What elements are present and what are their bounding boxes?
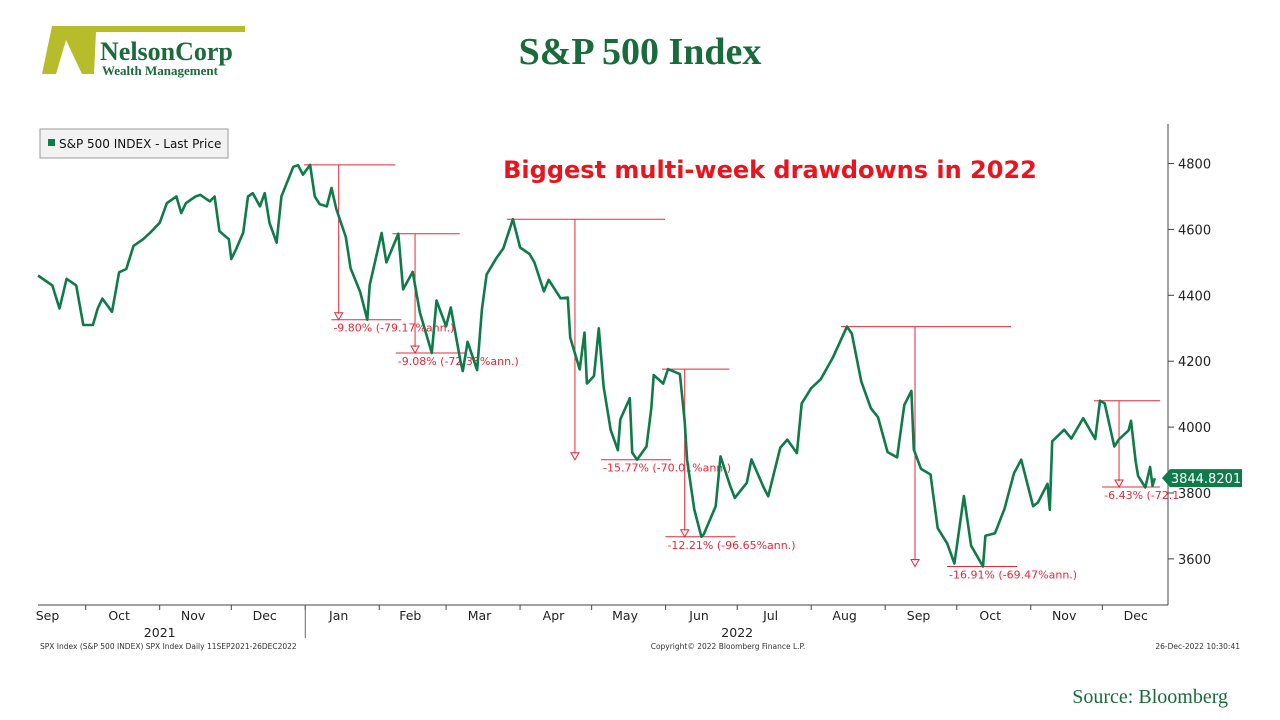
y-tick-label: 3800 bbox=[1178, 487, 1211, 502]
annotation-title: Biggest multi-week drawdowns in 2022 bbox=[503, 156, 1037, 184]
price-series bbox=[37, 163, 1157, 568]
legend: S&P 500 INDEX - Last Price bbox=[39, 128, 229, 159]
x-tick-label: Aug bbox=[832, 608, 856, 623]
legend-box bbox=[39, 128, 229, 159]
y-tick-label: 4000 bbox=[1178, 421, 1211, 436]
drawdown-arrow-head bbox=[410, 345, 420, 354]
x-tick-label: Apr bbox=[543, 608, 565, 623]
source-note: Source: Bloomberg bbox=[1072, 686, 1228, 708]
last-value-box bbox=[1162, 469, 1242, 488]
drawdown-label: -16.91% (-69.47%ann.) bbox=[949, 568, 1077, 581]
legend-label: S&P 500 INDEX - Last Price bbox=[59, 137, 221, 151]
drawdown-label: -9.08% (-72.38%ann.) bbox=[398, 355, 519, 368]
footer-right: 26-Dec-2022 10:30:41 bbox=[1155, 642, 1240, 651]
drawdown-label: -15.77% (-70.01%ann.) bbox=[603, 462, 731, 475]
x-tick-label: Jan bbox=[328, 608, 348, 623]
drawdown-label: -6.43% (-72.1 bbox=[1104, 489, 1179, 502]
drawdown-arrow-head bbox=[1114, 479, 1124, 489]
x-tick-label: Mar bbox=[468, 608, 492, 623]
page-title: S&P 500 Index bbox=[518, 31, 762, 73]
x-tick-label: Dec bbox=[1124, 608, 1148, 623]
x-tick-label: Jun bbox=[688, 608, 709, 623]
sp500-price-line bbox=[37, 163, 1157, 568]
x-tick-label: May bbox=[612, 608, 638, 623]
x-tick-label: Sep bbox=[907, 608, 931, 623]
y-tick-label: 4600 bbox=[1178, 223, 1211, 238]
legend-swatch bbox=[48, 139, 55, 146]
x-tick-label: Oct bbox=[108, 608, 130, 623]
footer-left: SPX Index (S&P 500 INDEX) SPX Index Dail… bbox=[40, 642, 297, 651]
footer-center: Copyright© 2022 Bloomberg Finance L.P. bbox=[651, 642, 806, 651]
x-tick-label: Feb bbox=[399, 608, 421, 623]
y-tick-label: 4400 bbox=[1178, 289, 1211, 304]
last-value-label: 3844.8201 bbox=[1171, 472, 1241, 487]
logo-subtitle: Wealth Management bbox=[102, 63, 219, 78]
x-tick-label: Nov bbox=[1052, 608, 1077, 623]
logo-name: NelsonCorp bbox=[100, 37, 233, 66]
logo-n-mark bbox=[42, 26, 245, 74]
drawdown-arrow-head bbox=[679, 529, 690, 538]
drawdown-label: -12.21% (-96.65%ann.) bbox=[667, 539, 795, 552]
x-tick-label: Nov bbox=[181, 608, 206, 623]
x-tick-label: Sep bbox=[36, 608, 60, 623]
x-tick-label: Jul bbox=[762, 608, 778, 623]
drawdown-arrow-head bbox=[570, 452, 580, 461]
year-label: 2021 bbox=[144, 625, 176, 640]
y-tick-label: 4200 bbox=[1178, 355, 1211, 370]
axes: 3600 3800 4000 4200 4400 4600 4800 Sep Oct Nov Dec… bbox=[36, 124, 1242, 640]
drawdown-arrow-head bbox=[910, 558, 920, 568]
y-tick-label: 3600 bbox=[1178, 553, 1211, 568]
drawdown-arrow-head bbox=[333, 312, 344, 321]
x-tick-label: Oct bbox=[979, 608, 1001, 623]
nelsoncorp-logo: NelsonCorp Wealth Management bbox=[42, 26, 245, 78]
drawdown-annotations: -9.80% (-79.17%ann.) -9.08% (-72.38%ann.)… bbox=[304, 164, 1179, 581]
drawdown-label: -9.80% (-79.17%ann.) bbox=[333, 322, 454, 335]
y-tick-label: 4800 bbox=[1178, 158, 1211, 173]
x-tick-label: Dec bbox=[253, 608, 277, 623]
year-label: 2022 bbox=[721, 625, 753, 640]
